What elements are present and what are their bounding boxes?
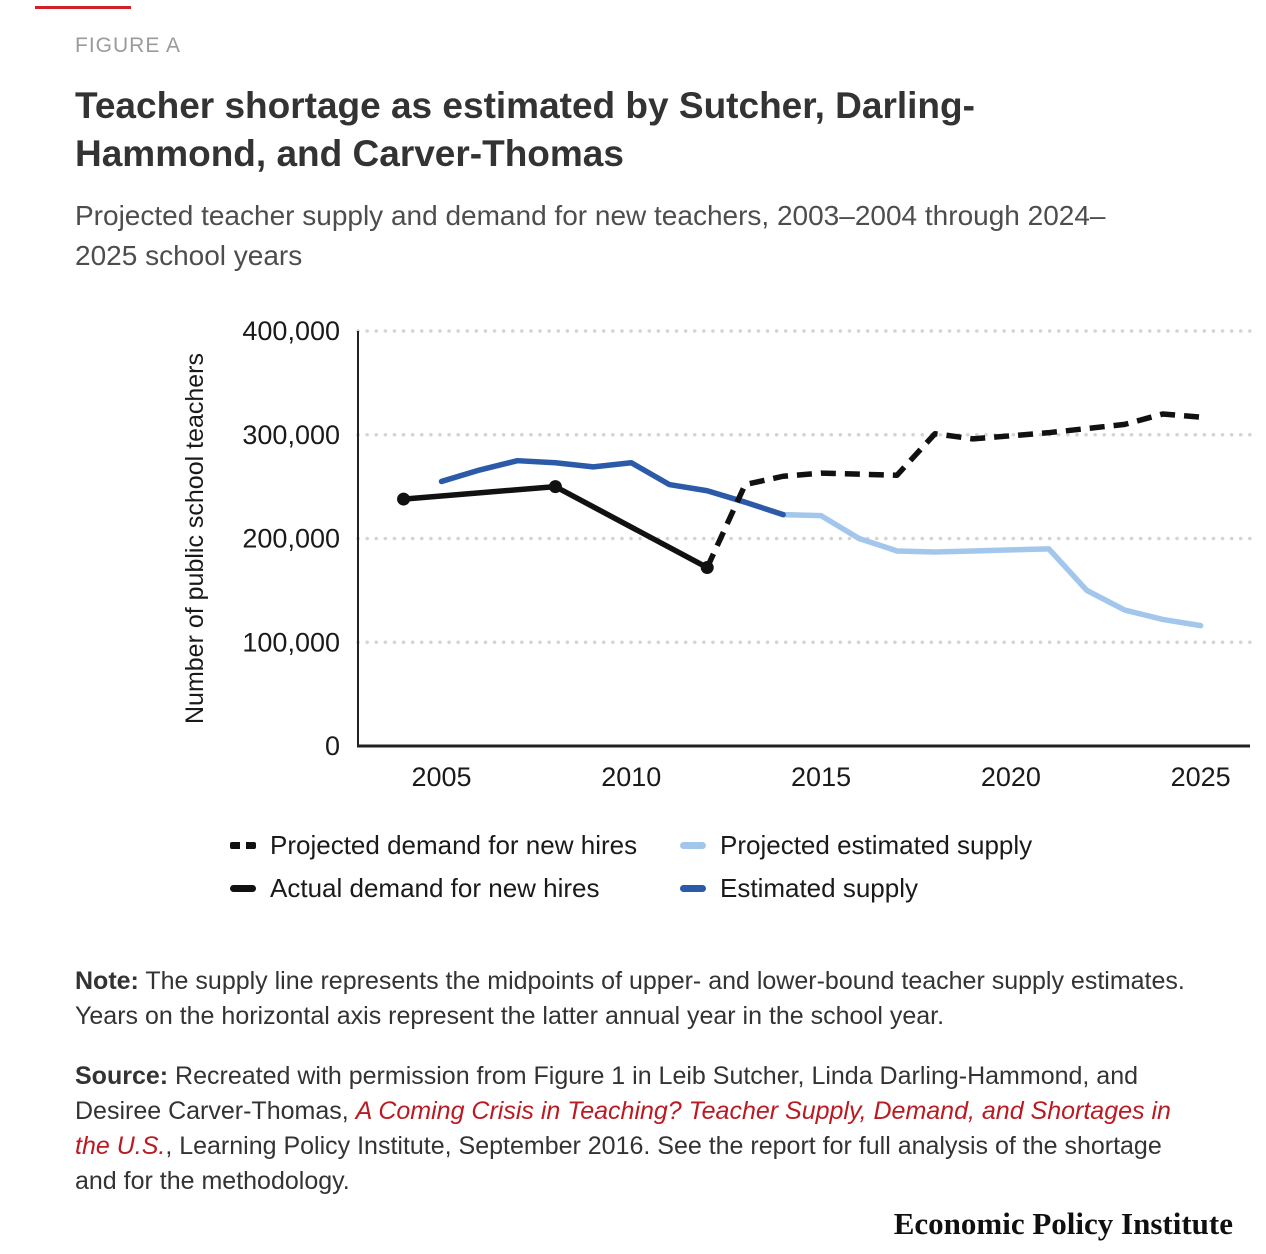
svg-text:2005: 2005: [411, 762, 471, 792]
legend-label-actual-demand: Actual demand for new hires: [270, 872, 600, 903]
legend-label-projected-demand: Projected demand for new hires: [270, 829, 638, 860]
svg-text:400,000: 400,000: [242, 316, 340, 346]
dark-blue-line-swatch-icon: [680, 884, 706, 892]
accent-rule: [35, 6, 131, 9]
svg-text:200,000: 200,000: [242, 523, 340, 553]
svg-text:Number of public school teache: Number of public school teachers: [181, 353, 209, 724]
figure-label: FIGURE A: [75, 34, 182, 57]
legend-item-actual-demand: Actual demand for new hires: [230, 873, 680, 904]
light-blue-line-swatch-icon: [680, 841, 706, 849]
svg-text:2010: 2010: [601, 762, 661, 792]
black-line-swatch-icon: [230, 884, 256, 892]
page-title: Teacher shortage as estimated by Sutcher…: [75, 85, 975, 175]
note-paragraph: Note: The supply line represents the mid…: [75, 964, 1191, 1034]
note-label: Note:: [75, 966, 139, 995]
legend-label-projected-supply: Projected estimated supply: [720, 829, 1033, 860]
legend-item-estimated-supply: Estimated supply: [680, 873, 1191, 904]
figure-container: FIGURE A Teacher shortage as estimated b…: [75, 34, 1252, 1199]
chart-legend: Projected demand for new hires Projected…: [230, 830, 1191, 904]
page-subtitle: Projected teacher supply and demand for …: [75, 200, 1106, 271]
svg-text:100,000: 100,000: [242, 627, 340, 657]
note-body: The supply line represents the midpoints…: [75, 966, 1185, 1030]
source-label: Source:: [75, 1061, 169, 1090]
legend-item-projected-supply: Projected estimated supply: [680, 830, 1191, 861]
source-link[interactable]: A Coming Crisis in Teaching? Teacher Sup…: [75, 1096, 1171, 1160]
epi-brand-logo: Economic Policy Institute: [893, 1206, 1233, 1241]
source-body-pre: Recreated with permission from Figure 1 …: [75, 1061, 1139, 1125]
svg-text:2020: 2020: [981, 762, 1041, 792]
chart-area: 400,000 300,000 200,000 100,000 0 2005 2010 201…: [75, 306, 1252, 806]
dashed-line-swatch-icon: [230, 841, 256, 849]
source-paragraph: Source: Recreated with permission from F…: [75, 1059, 1191, 1199]
svg-text:0: 0: [325, 731, 340, 761]
svg-text:2025: 2025: [1171, 762, 1231, 792]
source-body-post: , Learning Policy Institute, September 2…: [75, 1131, 1162, 1195]
chart-svg: 400,000 300,000 200,000 100,000 0 2005 2010 201…: [181, 316, 1252, 792]
legend-item-projected-demand: Projected demand for new hires: [230, 830, 680, 861]
svg-text:300,000: 300,000: [242, 419, 340, 449]
svg-text:2015: 2015: [791, 762, 851, 792]
legend-label-estimated-supply: Estimated supply: [720, 872, 918, 903]
